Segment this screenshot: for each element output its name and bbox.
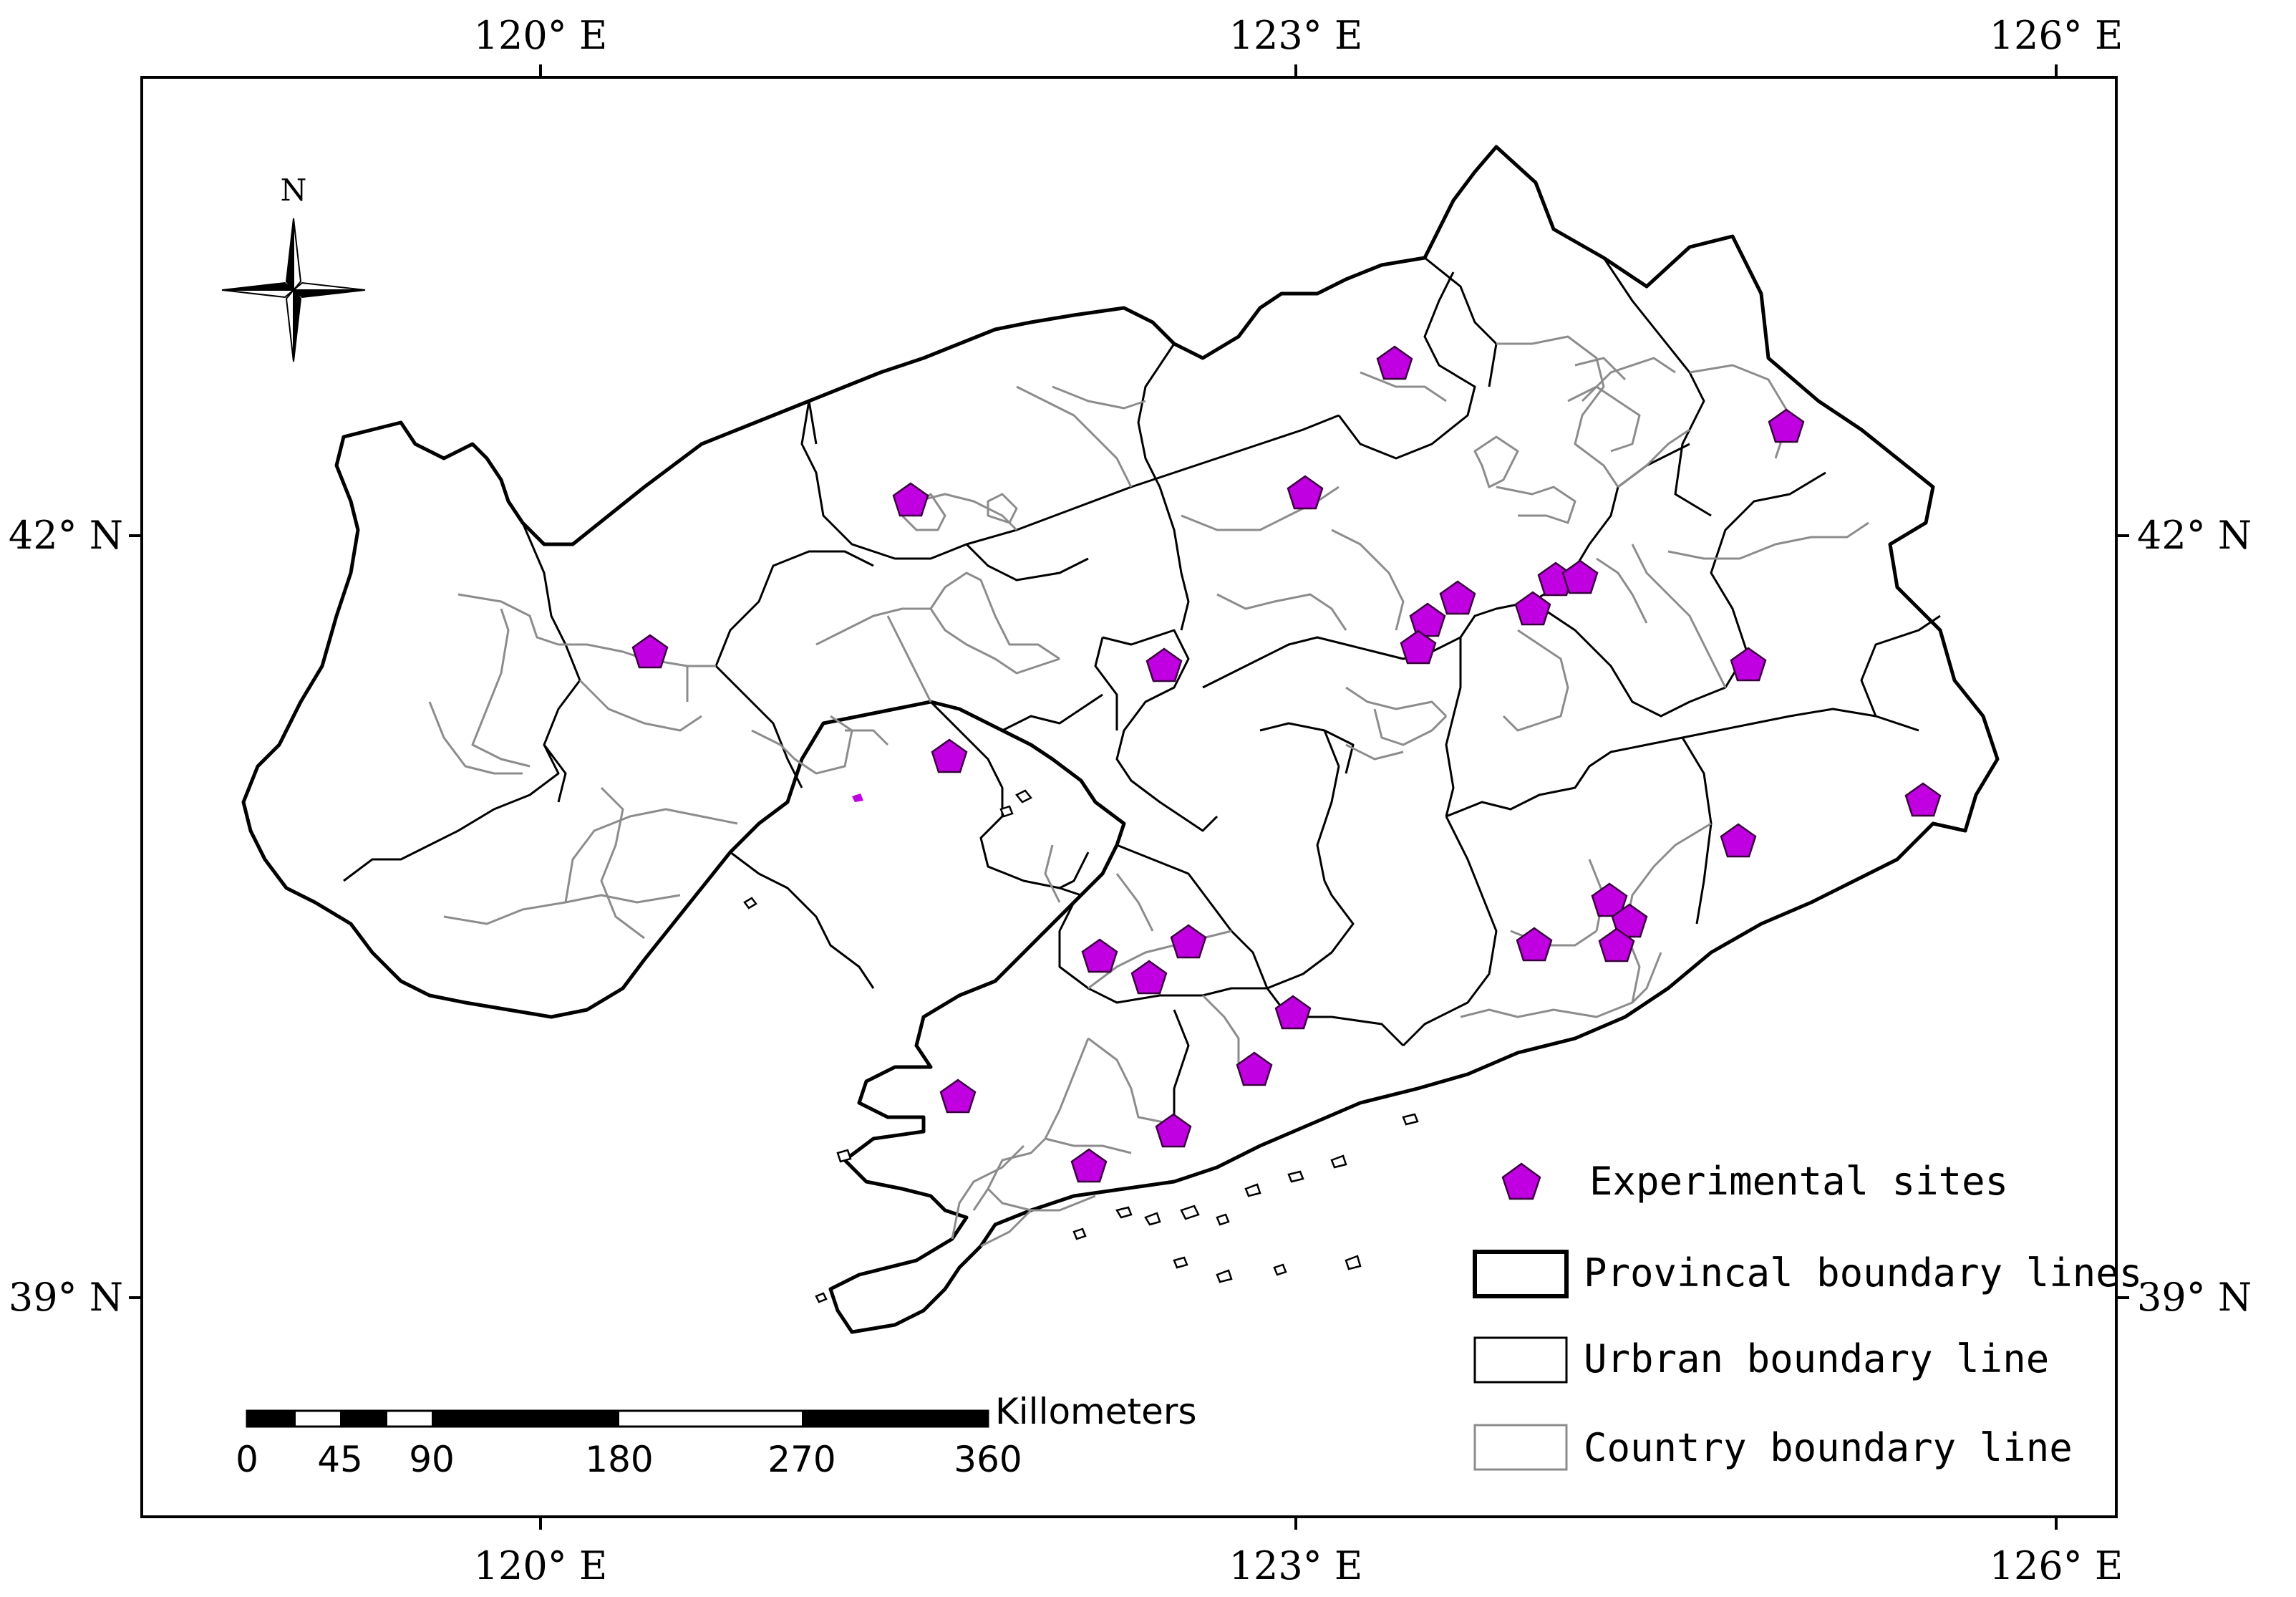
legend-country-symbol [1473, 1424, 1568, 1471]
legend-label-provincial: Provincal boundary lines [1584, 1250, 2142, 1296]
site-marker [1768, 408, 1805, 443]
legend-label-urban: Urbran boundary line [1584, 1336, 2049, 1381]
site-marker [931, 738, 968, 773]
experimental-sites [631, 345, 1942, 1183]
site-marker [1439, 580, 1476, 615]
coastal-islands [743, 789, 1419, 1303]
scale-label-0: 0 [236, 1439, 258, 1480]
north-label: N [281, 173, 307, 208]
top-tick-126: 126° E [1990, 13, 2123, 58]
bottom-tick-126: 126° E [1990, 1543, 2123, 1588]
legend: Experimental sites Provincal boundary li… [1473, 1159, 2142, 1471]
urban-boundaries [343, 256, 1941, 1124]
map-frame [140, 76, 2118, 1518]
scale-bar: Killometers 0 45 90 180 270 360 [236, 1391, 1196, 1480]
legend-urban-symbol [1473, 1336, 1568, 1384]
site-marker [1611, 903, 1648, 938]
site-marker [1274, 995, 1312, 1030]
site-marker [1514, 591, 1551, 626]
site-marker [1155, 1113, 1192, 1148]
graticule-ticks [129, 64, 2129, 1530]
legend-provincial-symbol [1473, 1250, 1569, 1298]
site-marker [1598, 927, 1635, 962]
site-marker [939, 1079, 977, 1114]
bottom-tick-120: 120° E [474, 1543, 608, 1588]
site-marker [1376, 345, 1413, 380]
right-tick-39: 39° N [2137, 1275, 2252, 1320]
site-marker [892, 482, 929, 517]
scale-unit: Killometers [995, 1391, 1197, 1432]
site-marker [1070, 1148, 1108, 1183]
site-marker [1730, 647, 1767, 682]
scale-label-180: 180 [585, 1439, 653, 1480]
site-marker [1130, 960, 1168, 995]
scale-label-90: 90 [409, 1439, 455, 1480]
site-marker [1170, 924, 1207, 959]
site-marker [1145, 647, 1183, 682]
scale-label-360: 360 [954, 1439, 1022, 1480]
left-tick-39: 39° N [9, 1275, 123, 1320]
site-marker [1720, 823, 1757, 858]
site-marker [1400, 629, 1437, 665]
site-marker [1561, 559, 1599, 594]
legend-label-sites: Experimental sites [1589, 1159, 2008, 1204]
site-marker [1081, 938, 1118, 973]
scale-label-270: 270 [767, 1439, 835, 1480]
site-marker [1236, 1051, 1273, 1086]
legend-label-country: Country boundary line [1584, 1425, 2073, 1470]
site-marker [1904, 782, 1942, 817]
scale-label-45: 45 [317, 1439, 363, 1480]
site-marker [631, 634, 669, 669]
site-marker [1287, 475, 1324, 510]
compass-rose-icon [221, 218, 366, 362]
right-tick-42: 42° N [2137, 513, 2252, 558]
top-tick-120: 120° E [474, 13, 608, 58]
bottom-tick-123: 123° E [1229, 1543, 1363, 1588]
left-tick-42: 42° N [9, 513, 123, 558]
country-boundaries [428, 335, 1869, 1248]
site-marker [1409, 602, 1446, 637]
site-marker [1591, 882, 1628, 917]
site-marker [1516, 927, 1553, 962]
provincial-boundary [241, 145, 2000, 1334]
top-tick-123: 123° E [1229, 13, 1363, 58]
legend-site-symbol [1501, 1162, 1541, 1200]
north-arrow: N [221, 173, 366, 362]
